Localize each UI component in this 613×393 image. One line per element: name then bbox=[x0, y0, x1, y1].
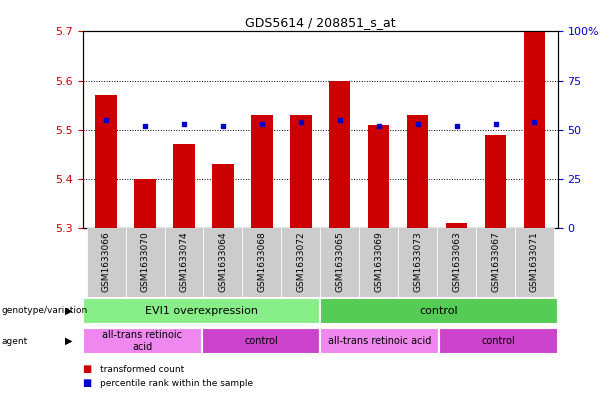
Bar bbox=[134, 179, 156, 228]
Text: GSM1633070: GSM1633070 bbox=[140, 231, 150, 292]
Bar bbox=[321, 328, 439, 354]
Text: EVI1 overexpression: EVI1 overexpression bbox=[145, 306, 258, 316]
Bar bbox=[329, 81, 351, 228]
Bar bbox=[96, 95, 117, 228]
Text: GSM1633072: GSM1633072 bbox=[296, 231, 305, 292]
Text: GSM1633074: GSM1633074 bbox=[180, 231, 189, 292]
Bar bbox=[83, 298, 321, 324]
Bar bbox=[485, 134, 506, 228]
Text: transformed count: transformed count bbox=[100, 365, 184, 374]
Text: GSM1633069: GSM1633069 bbox=[374, 231, 383, 292]
Text: control: control bbox=[420, 306, 459, 316]
Bar bbox=[290, 115, 311, 228]
Title: GDS5614 / 208851_s_at: GDS5614 / 208851_s_at bbox=[245, 16, 395, 29]
Bar bbox=[83, 328, 202, 354]
Text: GSM1633073: GSM1633073 bbox=[413, 231, 422, 292]
Text: GSM1633064: GSM1633064 bbox=[218, 231, 227, 292]
Bar bbox=[204, 228, 242, 297]
Bar bbox=[202, 328, 321, 354]
Text: agent: agent bbox=[1, 337, 28, 345]
Text: GSM1633063: GSM1633063 bbox=[452, 231, 461, 292]
Text: control: control bbox=[244, 336, 278, 346]
Bar bbox=[359, 228, 398, 297]
Bar bbox=[524, 31, 545, 228]
Bar bbox=[446, 223, 467, 228]
Text: ■: ■ bbox=[83, 364, 95, 375]
Bar bbox=[515, 228, 554, 297]
Bar bbox=[242, 228, 281, 297]
Bar bbox=[86, 228, 126, 297]
Bar bbox=[126, 228, 164, 297]
Bar bbox=[321, 228, 359, 297]
Text: GSM1633071: GSM1633071 bbox=[530, 231, 539, 292]
Text: control: control bbox=[482, 336, 516, 346]
Bar bbox=[164, 228, 204, 297]
Text: percentile rank within the sample: percentile rank within the sample bbox=[100, 379, 253, 387]
Text: GSM1633066: GSM1633066 bbox=[102, 231, 110, 292]
Text: GSM1633068: GSM1633068 bbox=[257, 231, 267, 292]
Text: GSM1633065: GSM1633065 bbox=[335, 231, 345, 292]
Bar bbox=[321, 298, 558, 324]
Bar bbox=[212, 164, 234, 228]
Text: all-trans retinoic
acid: all-trans retinoic acid bbox=[102, 331, 182, 352]
Bar bbox=[476, 228, 515, 297]
Text: all-trans retinoic acid: all-trans retinoic acid bbox=[328, 336, 432, 346]
Text: GSM1633067: GSM1633067 bbox=[491, 231, 500, 292]
Bar bbox=[398, 228, 437, 297]
Bar bbox=[439, 328, 558, 354]
Text: ■: ■ bbox=[83, 378, 95, 388]
Bar bbox=[368, 125, 389, 228]
Bar bbox=[281, 228, 321, 297]
Text: ▶: ▶ bbox=[65, 306, 72, 316]
Bar bbox=[251, 115, 273, 228]
Bar bbox=[437, 228, 476, 297]
Text: ▶: ▶ bbox=[65, 336, 72, 346]
Bar bbox=[173, 145, 195, 228]
Text: genotype/variation: genotype/variation bbox=[1, 307, 88, 315]
Bar bbox=[407, 115, 428, 228]
